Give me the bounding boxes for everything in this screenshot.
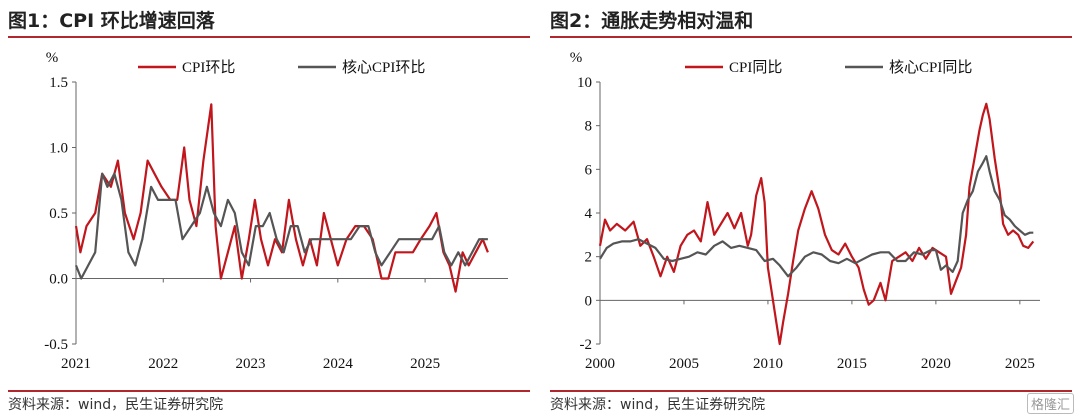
y-tick-label: -0.5 (44, 337, 68, 353)
chart-panel-cpi-mom: 图1：CPI 环比增速回落 1.5 1.0 0.5 0.0 -0.5% 2021 2022 2… (8, 0, 538, 418)
series-line (74, 103, 489, 293)
source-note: 资料来源：wind，民生证券研究院 (8, 397, 224, 413)
y-axis-unit-label: % (46, 50, 59, 66)
x-tick-label: 2025 (1005, 356, 1035, 372)
x-tick-label: 2010 (753, 356, 783, 372)
y-tick-label: 10 (577, 75, 592, 91)
x-tick-label: 2005 (669, 356, 699, 372)
x-tick-label: 2015 (837, 356, 867, 372)
legend-label: 核心CPI环比 (342, 59, 425, 76)
source-divider (550, 390, 1072, 392)
chart-title: 图1：CPI 环比增速回落 (8, 10, 215, 32)
legend-label: CPI环比 (182, 59, 235, 76)
y-tick-label: 2 (585, 250, 593, 266)
x-tick-label: 2021 (61, 356, 91, 372)
source-note: 资料来源：wind，民生证券研究院 (550, 397, 766, 413)
series-line (74, 172, 488, 280)
x-tick-label: 2000 (585, 356, 615, 372)
title-divider (550, 36, 1072, 38)
y-tick-label: -2 (580, 337, 593, 353)
series-line (598, 102, 1035, 346)
y-tick-label: 8 (585, 119, 593, 135)
y-tick-label: 6 (585, 162, 593, 178)
x-tick-label: 2025 (410, 356, 440, 372)
x-tick-label: 2022 (148, 356, 178, 372)
y-tick-label: 4 (585, 206, 593, 222)
watermark-logo: 格隆汇 (1026, 393, 1074, 414)
y-tick-label: 0.5 (49, 206, 68, 222)
legend-label: 核心CPI同比 (889, 59, 972, 76)
cpi-yoy-chart: 10 8 6 4 2 0 -2% 2000 2005 2010 2015 2020 2025 CPI同比 核… (570, 50, 1040, 372)
y-axis-unit-label: % (570, 50, 583, 66)
x-tick-label: 2023 (236, 356, 266, 372)
y-tick-label: 1.5 (49, 75, 68, 91)
title-divider (8, 36, 530, 38)
chart-title: 图2：通胀走势相对温和 (550, 10, 754, 32)
legend-label: CPI同比 (729, 59, 782, 76)
x-tick-label: 2024 (323, 356, 354, 372)
chart-panel-cpi-yoy: 图2：通胀走势相对温和 10 8 6 4 2 0 -2% 2000 2005 2010 2015 20… (550, 0, 1080, 418)
y-tick-label: 0.0 (49, 272, 68, 288)
series-line (599, 155, 1034, 278)
source-divider (8, 390, 530, 392)
cpi-mom-chart: 1.5 1.0 0.5 0.0 -0.5% 2021 2022 2023 2024 2025 CPI… (44, 50, 508, 372)
y-tick-label: 1.0 (49, 141, 68, 157)
x-tick-label: 2020 (921, 356, 951, 372)
y-tick-label: 0 (585, 293, 593, 309)
